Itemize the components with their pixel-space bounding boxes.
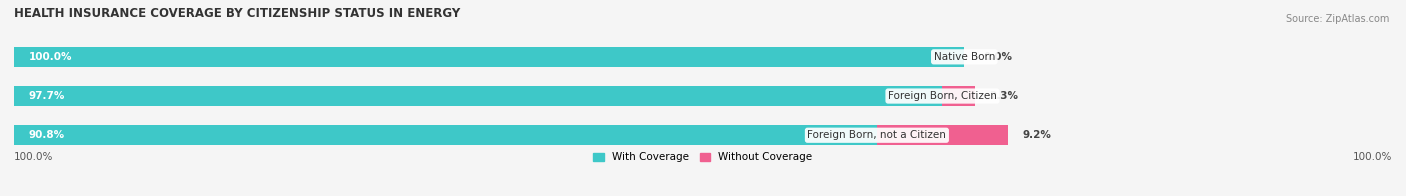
- Text: 100.0%: 100.0%: [28, 52, 72, 62]
- Bar: [14, 86, 942, 106]
- Text: Foreign Born, Citizen: Foreign Born, Citizen: [889, 91, 997, 101]
- Text: 100.0%: 100.0%: [14, 152, 53, 162]
- Text: 0.0%: 0.0%: [983, 52, 1012, 62]
- Bar: [14, 86, 965, 106]
- Legend: With Coverage, Without Coverage: With Coverage, Without Coverage: [593, 152, 813, 162]
- Text: 2.3%: 2.3%: [990, 91, 1018, 101]
- Text: HEALTH INSURANCE COVERAGE BY CITIZENSHIP STATUS IN ENERGY: HEALTH INSURANCE COVERAGE BY CITIZENSHIP…: [14, 7, 460, 20]
- Text: Native Born: Native Born: [934, 52, 995, 62]
- Text: 97.7%: 97.7%: [28, 91, 65, 101]
- Text: 9.2%: 9.2%: [1022, 130, 1052, 140]
- Bar: [942, 86, 976, 106]
- Bar: [14, 125, 965, 145]
- Bar: [14, 125, 877, 145]
- Text: Foreign Born, not a Citizen: Foreign Born, not a Citizen: [807, 130, 946, 140]
- Bar: [14, 47, 965, 67]
- Bar: [14, 47, 965, 67]
- Text: 100.0%: 100.0%: [1353, 152, 1392, 162]
- Text: Source: ZipAtlas.com: Source: ZipAtlas.com: [1285, 14, 1389, 24]
- Text: 90.8%: 90.8%: [28, 130, 65, 140]
- Bar: [877, 125, 1008, 145]
